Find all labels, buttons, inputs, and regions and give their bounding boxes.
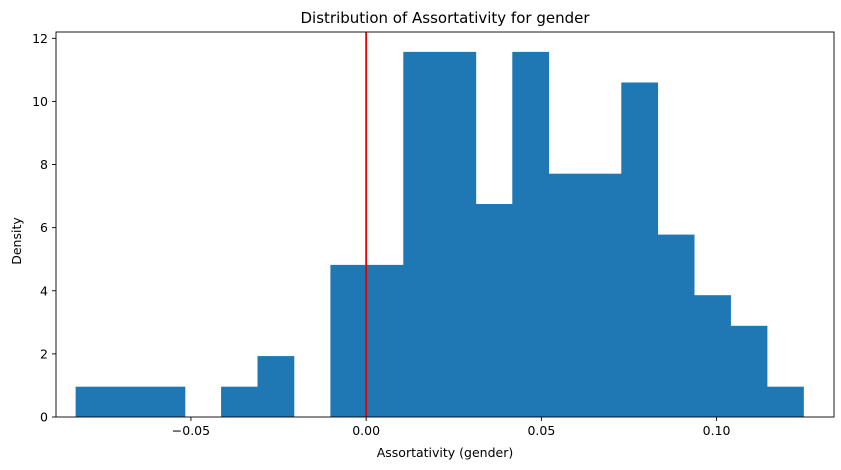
histogram-bar (657, 234, 695, 417)
histogram-bars (75, 51, 804, 417)
x-tick-label: 0.10 (703, 423, 731, 438)
y-axis-ticks: 0 2 4 6 8 10 12 (32, 31, 56, 425)
x-axis-ticks: −0.05 0.00 0.05 0.10 (172, 417, 731, 438)
histogram-bar (221, 386, 258, 417)
histogram-bar (439, 51, 477, 417)
histogram-bar (112, 386, 149, 417)
y-tick-label: 6 (40, 220, 48, 235)
histogram-bar (548, 173, 586, 417)
histogram-bar (475, 203, 513, 417)
histogram-bar (257, 356, 295, 417)
histogram-bar (585, 173, 622, 417)
histogram-bar (366, 264, 404, 417)
histogram-bar (75, 386, 113, 417)
histogram-bar (730, 325, 768, 417)
y-tick-label: 0 (40, 410, 48, 425)
histogram-bar (512, 51, 550, 417)
histogram-bar (403, 51, 441, 417)
y-tick-label: 4 (40, 283, 48, 298)
y-tick-label: 10 (32, 94, 48, 109)
x-tick-label: −0.05 (172, 423, 210, 438)
histogram-bar (621, 82, 659, 417)
chart-title: Distribution of Assortativity for gender (301, 9, 591, 27)
y-tick-label: 12 (32, 31, 48, 46)
x-tick-label: 0.00 (352, 423, 380, 438)
histogram-bar (694, 295, 731, 417)
y-tick-label: 2 (40, 346, 48, 361)
histogram-bar (767, 386, 804, 417)
x-axis-label: Assortativity (gender) (377, 445, 514, 460)
y-axis-label: Density (9, 217, 24, 265)
histogram-bar (330, 264, 368, 417)
x-tick-label: 0.05 (527, 423, 555, 438)
histogram-bar (148, 386, 186, 417)
plot-area-frame (55, 31, 835, 418)
y-tick-label: 8 (40, 157, 48, 172)
